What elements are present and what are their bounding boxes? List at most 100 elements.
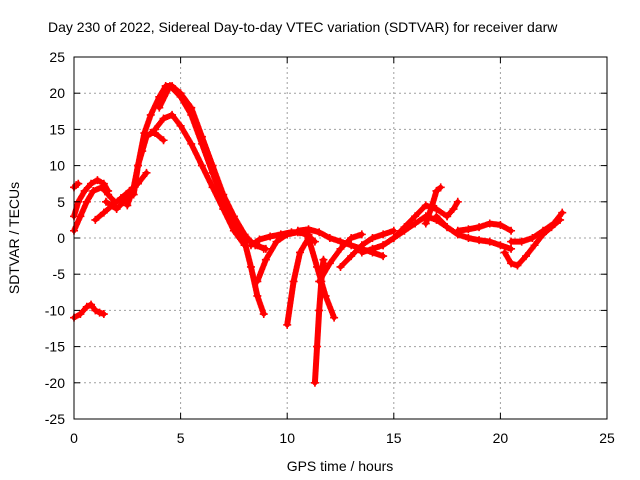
data-point: [129, 190, 138, 199]
data-point: [176, 92, 185, 101]
data-series-arc-23: [443, 197, 462, 221]
data-point: [368, 244, 377, 253]
data-point: [496, 241, 505, 250]
y-tick-label: 0: [57, 230, 65, 246]
y-axis-title: SDTVAR / TECUs: [6, 182, 22, 294]
data-point: [357, 241, 366, 250]
data-point: [517, 237, 526, 246]
data-point: [357, 248, 366, 257]
series-trace: [152, 112, 248, 248]
data-point: [155, 103, 164, 112]
y-tick-label: 20: [49, 85, 65, 101]
data-point: [475, 236, 484, 245]
data-point: [428, 201, 437, 210]
data-point: [89, 186, 98, 195]
data-point: [315, 306, 324, 315]
x-tick-label: 25: [599, 430, 615, 446]
data-point: [168, 110, 177, 119]
data-series-arc-4: [70, 300, 108, 322]
x-tick-label: 5: [177, 430, 185, 446]
data-point: [379, 252, 388, 261]
data-point: [266, 232, 275, 241]
data-series-arc-20: [379, 201, 452, 250]
y-tick-label: 5: [57, 194, 65, 210]
data-point: [197, 139, 206, 148]
y-tick-label: 10: [49, 158, 65, 174]
x-axis-title: GPS time / hours: [287, 458, 394, 474]
y-tick-label: -10: [45, 302, 65, 318]
data-point: [464, 234, 473, 242]
data-point: [187, 139, 196, 148]
data-series-arc-26: [507, 208, 567, 246]
data-point: [325, 259, 334, 268]
series-markers: [130, 82, 267, 252]
data-point: [347, 241, 356, 250]
data-series-arc-24: [453, 219, 516, 235]
data-point: [539, 226, 548, 235]
data-point: [347, 234, 356, 242]
data-point: [93, 176, 102, 185]
data-point: [521, 252, 530, 261]
data-point: [400, 223, 409, 232]
x-tick-label: 20: [493, 430, 509, 446]
data-point: [315, 277, 324, 286]
axis-ticks: [73, 56, 608, 420]
data-point: [208, 168, 217, 177]
data-point: [530, 241, 539, 250]
data-point: [151, 125, 160, 134]
data-point: [140, 129, 149, 138]
y-tick-labels: -25 -20 -15 -10 -5 0 5 10 15 20 25: [45, 49, 65, 427]
data-point: [253, 291, 262, 300]
data-point: [379, 241, 388, 250]
y-tick-label: -20: [45, 375, 65, 391]
data-point: [389, 226, 398, 235]
data-point: [82, 302, 91, 311]
data-point: [104, 190, 113, 199]
data-point: [289, 277, 298, 286]
data-point: [187, 110, 196, 119]
data-point: [246, 262, 255, 271]
data-point: [253, 277, 262, 286]
data-point: [76, 310, 85, 319]
data-point: [283, 230, 292, 239]
y-tick-label: -15: [45, 339, 65, 355]
data-series-arc-18: [336, 226, 398, 271]
data-point: [357, 230, 366, 239]
data-point: [146, 110, 155, 119]
data-point: [513, 261, 522, 270]
data-point: [304, 234, 313, 242]
data-point: [313, 342, 322, 351]
data-point: [310, 378, 319, 387]
data-point: [336, 237, 345, 246]
y-tick-label: 15: [49, 121, 65, 137]
data-point: [443, 223, 452, 232]
series-trace: [131, 83, 267, 252]
data-point: [229, 226, 238, 235]
data-point: [219, 205, 228, 214]
data-point: [295, 248, 304, 257]
series-trace: [156, 83, 269, 252]
data-series-arc-5: [91, 168, 151, 224]
chart-title: Day 230 of 2022, Sidereal Day-to-day VTE…: [48, 19, 558, 35]
data-point: [80, 186, 89, 195]
data-point: [95, 308, 104, 317]
data-point: [304, 225, 313, 234]
data-point: [283, 320, 292, 329]
data-point: [432, 186, 441, 195]
data-point: [159, 114, 168, 123]
data-point: [313, 262, 322, 271]
data-point: [475, 223, 484, 232]
data-point: [208, 183, 217, 192]
data-series-arc-8: [129, 81, 268, 253]
data-series-arc-11: [240, 237, 268, 319]
data-point: [443, 212, 452, 221]
data-point: [379, 230, 388, 239]
data-point: [411, 219, 420, 228]
data-point: [449, 205, 458, 214]
data-point: [464, 225, 473, 234]
data-point: [133, 161, 142, 170]
data-point: [432, 212, 441, 221]
data-point: [261, 255, 270, 264]
